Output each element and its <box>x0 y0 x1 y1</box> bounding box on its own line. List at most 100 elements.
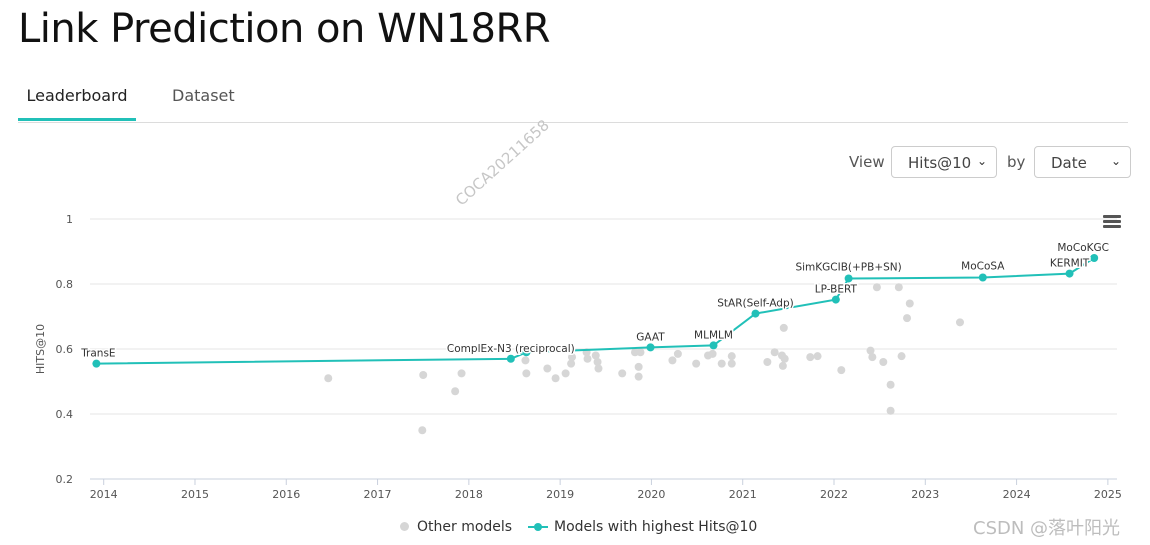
other-model-point <box>780 354 789 363</box>
other-model-point <box>837 366 846 375</box>
best-model-label: ComplEx-N3 (reciprocal) <box>447 343 575 355</box>
other-model-point <box>593 358 602 366</box>
metric-select[interactable]: Hits@10 ⌄ <box>891 146 997 178</box>
legend-label-other-models: Other models <box>417 519 513 535</box>
other-model-point <box>717 359 726 368</box>
other-model-point <box>806 353 815 362</box>
best-models-layer <box>92 254 1099 368</box>
x-tick-label: 2025 <box>1094 488 1122 501</box>
best-model-point <box>506 354 515 363</box>
y-tick-label: 0.4 <box>56 408 74 421</box>
corner-watermark: CSDN @落叶阳光 <box>973 518 1121 539</box>
other-model-point <box>955 318 964 327</box>
other-model-point <box>561 369 570 378</box>
best-model-point <box>1065 269 1074 278</box>
other-model-point <box>567 359 576 368</box>
other-model-point <box>879 358 888 366</box>
teal-line-marker-icon <box>528 523 548 531</box>
best-model-label: GAAT <box>636 331 665 343</box>
x-tick-label: 2021 <box>729 488 757 501</box>
chevron-down-icon: ⌄ <box>1110 154 1121 168</box>
best-model-label: TransE <box>80 348 115 360</box>
tab-dataset[interactable]: Dataset <box>172 86 235 105</box>
x-tick-label: 2022 <box>820 488 848 501</box>
other-model-point <box>897 352 906 361</box>
other-model-point <box>894 283 903 292</box>
legend-item-best-models[interactable]: Models with highest Hits@10 <box>528 519 757 535</box>
grey-dot-icon <box>400 522 409 531</box>
best-model-label: SimKGCIB(+PB+SN) <box>795 261 901 273</box>
y-tick-label: 0.6 <box>56 343 74 356</box>
best-model-point <box>1090 254 1099 262</box>
best-model-point <box>522 348 531 357</box>
page-title: Link Prediction on WN18RR <box>18 6 551 52</box>
y-axis-title: HITS@10 <box>34 324 47 374</box>
y-tick-label: 1 <box>66 213 73 226</box>
model-labels-layer: TransE ComplEx-N3 (reciprocal) GAAT MLMLM St… <box>79 241 1111 362</box>
other-model-point <box>886 380 895 389</box>
best-model-label: LP-BERT <box>815 284 858 296</box>
other-model-point <box>778 361 787 370</box>
other-model-point <box>708 349 717 358</box>
other-model-point <box>568 353 577 362</box>
x-tick-label: 2015 <box>181 488 209 501</box>
other-model-point <box>903 314 912 323</box>
best-model-point <box>709 341 718 350</box>
other-model-point <box>634 372 643 381</box>
x-tick-label: 2020 <box>637 488 665 501</box>
hamburger-menu-icon[interactable] <box>1103 215 1121 229</box>
best-model-point <box>844 274 853 283</box>
tab-leaderboard[interactable]: Leaderboard <box>18 86 136 121</box>
other-model-point <box>692 359 701 368</box>
x-tick-label: 2016 <box>272 488 300 501</box>
best-model-point <box>751 309 760 318</box>
best-models-line <box>96 257 1095 365</box>
x-tick-label: 2017 <box>364 488 392 501</box>
best-model-label: StAR(Self-Adp) <box>717 298 794 310</box>
other-model-point <box>418 426 427 435</box>
other-models-layer <box>324 283 964 435</box>
best-model-label: MoCoSA <box>961 261 1005 273</box>
other-model-point <box>457 369 466 378</box>
other-model-point <box>770 348 779 357</box>
chart-legend: Other models Models with highest Hits@10 <box>0 519 1150 539</box>
best-model-label: MoCoKGC <box>1057 242 1109 254</box>
other-model-point <box>673 349 682 358</box>
grid-layer <box>90 218 1117 415</box>
other-model-point <box>583 354 592 363</box>
y-tick-label: 0.8 <box>56 278 74 291</box>
other-model-point <box>543 364 552 373</box>
other-model-point <box>872 283 881 292</box>
other-model-point <box>551 374 560 383</box>
other-model-point <box>727 352 736 361</box>
metric-select-value: Hits@10 <box>908 154 972 172</box>
other-model-point <box>419 371 428 379</box>
other-model-point <box>668 356 677 365</box>
x-tick-label: 2019 <box>546 488 574 501</box>
axis-layer: 0.2 0.4 0.6 0.8 1 2014 2015 2016 2017 2018 2019 202… <box>34 213 1122 501</box>
other-model-point <box>634 362 643 371</box>
other-model-point <box>522 369 531 378</box>
other-model-point <box>868 353 877 362</box>
sort-select[interactable]: Date ⌄ <box>1034 146 1131 178</box>
other-model-point <box>618 369 627 378</box>
x-tick-label: 2014 <box>90 488 118 501</box>
other-model-point <box>905 299 914 308</box>
other-model-point <box>866 346 875 355</box>
legend-label-best-models: Models with highest Hits@10 <box>554 519 758 535</box>
tab-bar: Leaderboard Dataset <box>18 72 1128 123</box>
other-model-point <box>763 358 772 366</box>
sort-select-value: Date <box>1051 154 1087 172</box>
best-model-point <box>92 359 101 368</box>
legend-item-other-models[interactable]: Other models <box>400 519 512 535</box>
view-label: View <box>849 153 885 171</box>
x-tick-label: 2023 <box>911 488 939 501</box>
by-label: by <box>1007 153 1026 171</box>
best-model-point <box>831 295 840 304</box>
x-tick-label: 2018 <box>455 488 483 501</box>
chart-controls: View Hits@10 ⌄ by Date ⌄ <box>0 146 1150 180</box>
other-model-point <box>886 406 895 415</box>
x-tick-label: 2024 <box>1003 488 1031 501</box>
other-model-point <box>636 348 645 357</box>
other-model-point <box>813 352 822 361</box>
